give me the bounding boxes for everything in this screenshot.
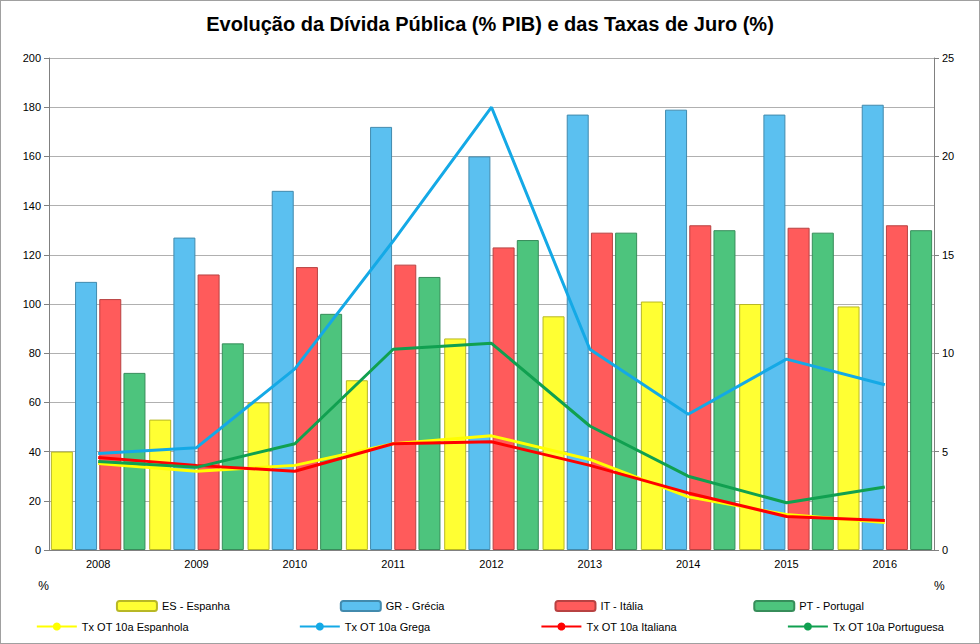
svg-text:0: 0 — [35, 544, 41, 556]
svg-text:2014: 2014 — [676, 558, 700, 570]
svg-text:2013: 2013 — [578, 558, 602, 570]
svg-text:Tx OT 10a Espanhola: Tx OT 10a Espanhola — [82, 621, 190, 633]
svg-text:40: 40 — [29, 446, 41, 458]
svg-text:2015: 2015 — [774, 558, 798, 570]
svg-text:2012: 2012 — [479, 558, 503, 570]
svg-text:2010: 2010 — [283, 558, 307, 570]
svg-text:0: 0 — [942, 544, 948, 556]
svg-text:Evolução da Dívida Pública (%: Evolução da Dívida Pública (% PIB) e das… — [206, 13, 774, 35]
svg-text:2016: 2016 — [873, 558, 897, 570]
svg-text:Tx OT 10a Italiana: Tx OT 10a Italiana — [586, 621, 677, 633]
svg-text:2011: 2011 — [381, 558, 405, 570]
svg-text:20: 20 — [29, 495, 41, 507]
svg-text:60: 60 — [29, 396, 41, 408]
svg-text:%: % — [38, 579, 49, 593]
svg-text:25: 25 — [942, 52, 954, 64]
svg-text:80: 80 — [29, 347, 41, 359]
svg-text:5: 5 — [942, 446, 948, 458]
svg-text:10: 10 — [942, 347, 954, 359]
svg-text:Tx OT 10a Portuguesa: Tx OT 10a Portuguesa — [833, 621, 945, 633]
svg-text:120: 120 — [23, 249, 41, 261]
svg-text:IT - Itália: IT - Itália — [600, 600, 643, 612]
svg-text:2008: 2008 — [86, 558, 110, 570]
svg-text:2009: 2009 — [184, 558, 208, 570]
svg-text:180: 180 — [23, 101, 41, 113]
svg-text:20: 20 — [942, 150, 954, 162]
svg-text:ES - Espanha: ES - Espanha — [162, 600, 231, 612]
svg-text:Tx OT 10a Grega: Tx OT 10a Grega — [345, 621, 431, 633]
svg-text:GR - Grécia: GR - Grécia — [386, 600, 446, 612]
svg-text:15: 15 — [942, 249, 954, 261]
svg-text:PT - Portugal: PT - Portugal — [799, 600, 864, 612]
svg-text:200: 200 — [23, 52, 41, 64]
svg-text:100: 100 — [23, 298, 41, 310]
svg-text:%: % — [934, 579, 945, 593]
svg-text:160: 160 — [23, 150, 41, 162]
svg-text:140: 140 — [23, 200, 41, 212]
